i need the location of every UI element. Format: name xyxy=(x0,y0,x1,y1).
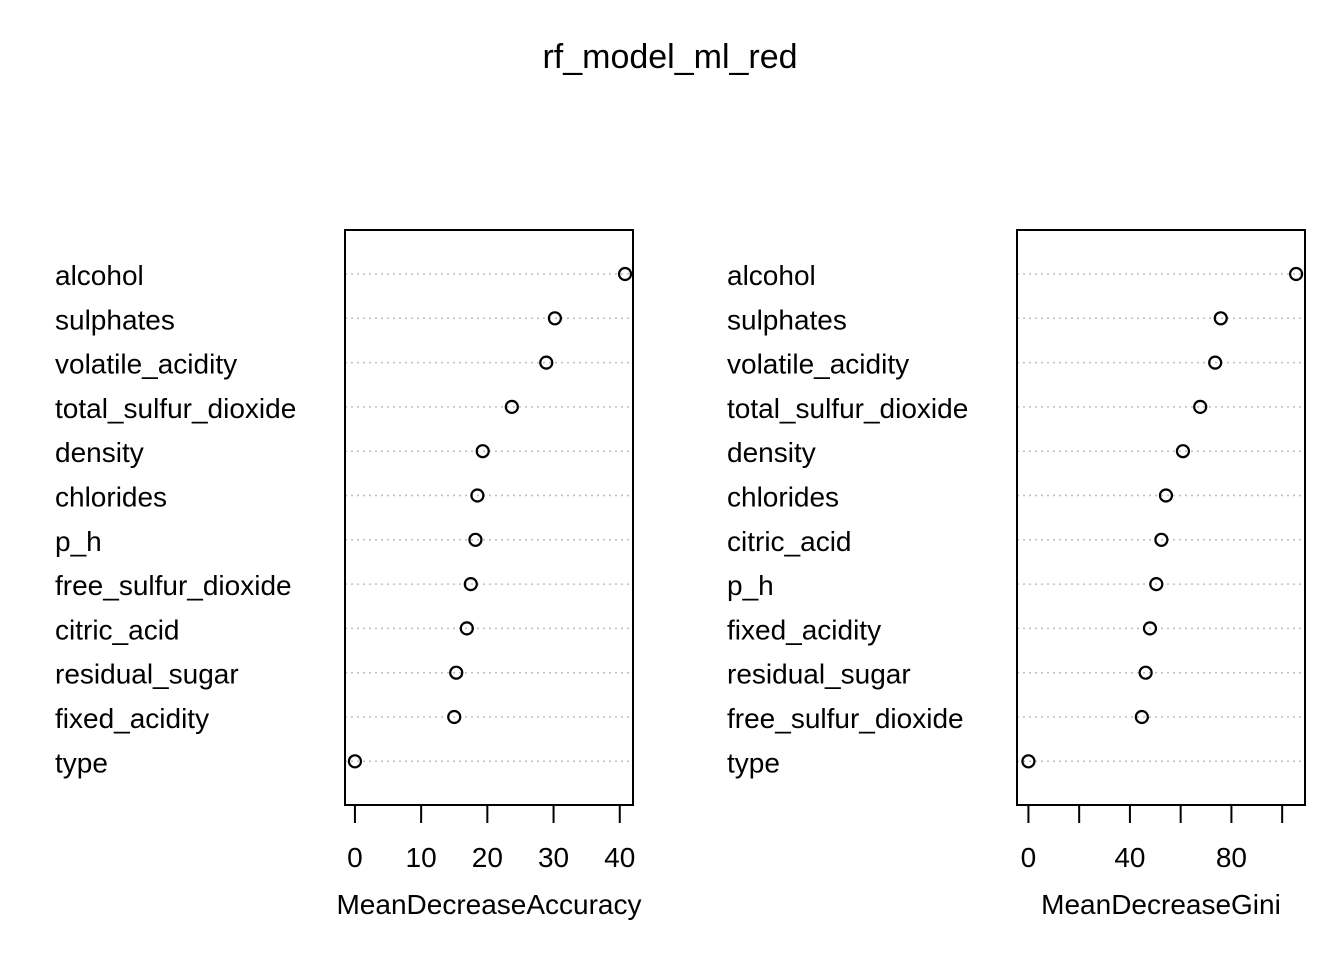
x-tick-label: 20 xyxy=(472,842,503,873)
variable-label: type xyxy=(55,747,108,778)
data-point xyxy=(1021,754,1036,769)
variable-label: type xyxy=(727,747,780,778)
x-axis-title: MeanDecreaseGini xyxy=(1041,889,1281,920)
variable-label: volatile_acidity xyxy=(727,349,909,380)
chart-title: rf_model_ml_red xyxy=(542,38,797,76)
data-point xyxy=(1193,399,1208,414)
data-point xyxy=(470,488,485,503)
variable-label: citric_acid xyxy=(727,526,851,557)
x-tick-label: 10 xyxy=(406,842,437,873)
data-point xyxy=(447,709,462,725)
variable-label: free_sulfur_dioxide xyxy=(55,570,292,601)
gini-panel: alcohol sulphates volatile_acidity total_su… xyxy=(727,229,1306,920)
variable-label: chlorides xyxy=(55,482,167,513)
variable-label: chlorides xyxy=(727,482,839,513)
data-point xyxy=(1175,444,1191,459)
variable-label: residual_sugar xyxy=(55,659,239,690)
data-point xyxy=(459,621,474,636)
data-point xyxy=(463,576,478,592)
variable-label: density xyxy=(55,437,144,468)
data-point xyxy=(1213,311,1228,326)
data-point xyxy=(1289,266,1304,282)
plot-frame xyxy=(344,229,634,806)
variable-label: fixed_acidity xyxy=(727,614,881,645)
data-point xyxy=(449,665,464,680)
variable-label: alcohol xyxy=(55,260,144,291)
accuracy-panel: alcohol sulphates volatile_acidity total_su… xyxy=(55,229,642,920)
variable-label: fixed_acidity xyxy=(55,703,209,734)
data-point xyxy=(539,355,554,370)
x-tick-label: 40 xyxy=(1114,842,1145,873)
data-point xyxy=(1149,576,1164,592)
variable-label: total_sulfur_dioxide xyxy=(55,393,296,424)
data-point xyxy=(1154,532,1169,547)
x-tick-label: 0 xyxy=(347,842,363,873)
data-point xyxy=(1134,709,1149,725)
variable-label: p_h xyxy=(55,526,102,557)
variable-label: sulphates xyxy=(727,304,847,335)
x-axis-title: MeanDecreaseAccuracy xyxy=(336,889,641,920)
variable-label: alcohol xyxy=(727,260,816,291)
data-point xyxy=(617,266,633,282)
data-point xyxy=(347,754,363,769)
variable-label: citric_acid xyxy=(55,614,179,645)
data-point xyxy=(475,444,490,459)
variable-label: free_sulfur_dioxide xyxy=(727,703,964,734)
x-tick-label: 40 xyxy=(604,842,635,873)
x-tick-label: 0 xyxy=(1021,842,1037,873)
variable-label: density xyxy=(727,437,816,468)
x-tick-label: 30 xyxy=(538,842,569,873)
data-point xyxy=(547,311,562,326)
variable-label: p_h xyxy=(727,570,774,601)
variable-label: residual_sugar xyxy=(727,659,911,690)
data-point xyxy=(1142,621,1158,636)
data-point xyxy=(504,399,519,414)
variable-label: sulphates xyxy=(55,304,175,335)
x-tick-label: 80 xyxy=(1216,842,1247,873)
plot-frame xyxy=(1016,229,1306,806)
data-point xyxy=(1158,488,1174,503)
data-point xyxy=(1208,355,1223,370)
variable-label: volatile_acidity xyxy=(55,349,237,380)
data-point xyxy=(468,532,483,547)
data-point xyxy=(1138,665,1153,680)
variable-label: total_sulfur_dioxide xyxy=(727,393,968,424)
